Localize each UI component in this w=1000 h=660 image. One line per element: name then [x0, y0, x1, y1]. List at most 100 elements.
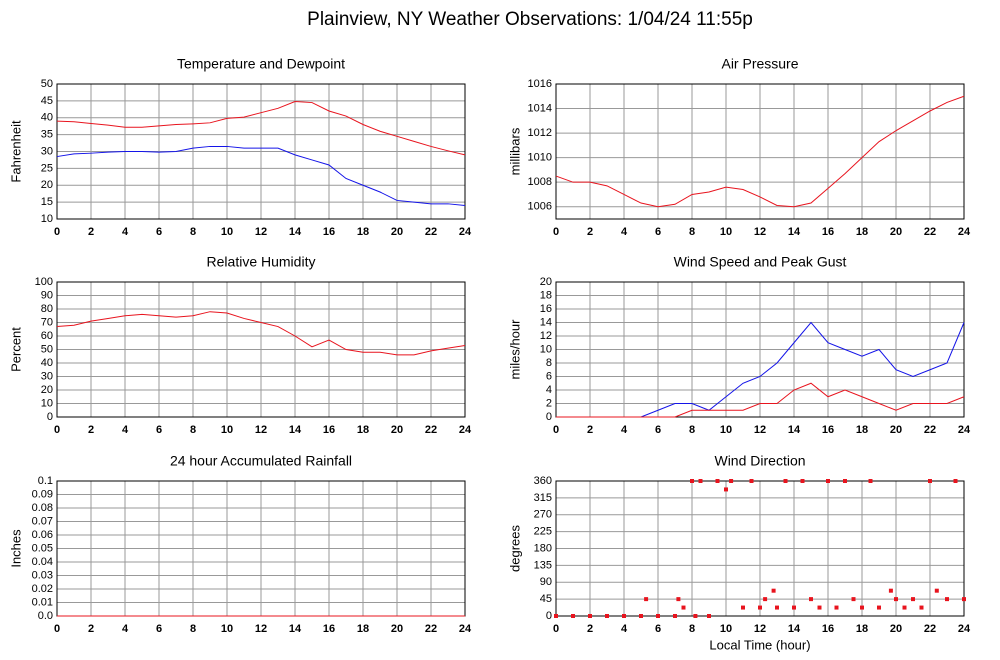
chart-title: Wind Speed and Peak Gust: [674, 254, 847, 270]
data-point: [715, 479, 720, 483]
x-tick-label: 6: [156, 424, 162, 436]
y-tick-label: 25: [41, 162, 53, 174]
data-point: [656, 614, 660, 618]
y-tick-label: 90: [540, 576, 552, 588]
data-point: [639, 614, 643, 618]
x-tick-label: 10: [221, 623, 233, 635]
x-tick-label: 16: [822, 623, 834, 635]
x-tick-label: 24: [459, 226, 472, 238]
x-tick-label: 4: [621, 623, 628, 635]
y-tick-label: 40: [41, 112, 53, 124]
x-tick-label: 0: [54, 424, 60, 436]
x-tick-label: 0: [54, 226, 60, 238]
y-tick-label: 1016: [528, 78, 552, 90]
x-tick-label: 8: [689, 226, 695, 238]
x-tick-label: 22: [924, 623, 936, 635]
y-tick-label: 15: [41, 196, 53, 208]
y-tick-label: 20: [540, 276, 552, 288]
data-point: [673, 614, 677, 618]
data-point: [783, 479, 788, 483]
chart-title: Air Pressure: [721, 56, 798, 72]
data-point: [868, 479, 873, 483]
data-point: [834, 605, 839, 610]
data-line: [56, 311, 466, 356]
y-tick-label: 0.06: [32, 529, 53, 541]
data-point: [729, 479, 734, 483]
x-tick-label: 0: [553, 226, 559, 238]
data-point: [934, 588, 939, 593]
y-tick-label: 1006: [528, 201, 552, 213]
x-tick-label: 0: [54, 623, 60, 635]
x-tick-label: 2: [587, 424, 593, 436]
y-tick-label: 1008: [528, 176, 552, 188]
x-tick-label: 20: [890, 623, 902, 635]
data-point: [693, 614, 698, 618]
x-tick-label: 14: [788, 623, 801, 635]
data-line: [555, 95, 965, 208]
x-tick-label: 24: [958, 623, 971, 635]
x-tick-label: 24: [958, 226, 971, 238]
x-tick-label: 4: [122, 424, 129, 436]
chart-title: Relative Humidity: [207, 254, 316, 270]
x-tick-label: 0: [553, 424, 559, 436]
x-tick-label: 18: [856, 226, 868, 238]
y-tick-label: 0.0: [38, 610, 53, 622]
x-tick-label: 18: [856, 424, 868, 436]
data-point: [622, 614, 626, 618]
y-axis-label: millibars: [507, 127, 522, 175]
data-point: [690, 479, 694, 483]
data-point: [860, 605, 864, 610]
y-tick-label: 0.07: [32, 515, 53, 527]
y-tick-label: 8: [546, 357, 552, 369]
data-point: [945, 597, 949, 602]
data-point: [902, 605, 907, 610]
x-tick-label: 10: [221, 424, 233, 436]
y-tick-label: 0.08: [32, 502, 53, 514]
y-tick-label: 10: [41, 397, 53, 409]
data-point: [792, 605, 796, 610]
y-tick-label: 12: [540, 330, 552, 342]
y-tick-label: 1010: [528, 152, 552, 164]
data-point: [554, 614, 558, 618]
x-tick-label: 22: [924, 424, 936, 436]
plot-frame: [555, 281, 965, 418]
data-point: [676, 597, 681, 602]
data-point: [758, 605, 762, 610]
data-line: [556, 382, 965, 418]
y-tick-label: 20: [41, 179, 53, 191]
data-point: [826, 479, 830, 483]
y-tick-label: 30: [41, 370, 53, 382]
y-tick-label: 50: [41, 78, 53, 90]
data-point: [741, 605, 745, 610]
y-tick-label: 0.01: [32, 596, 53, 608]
x-tick-label: 10: [720, 424, 732, 436]
data-point: [928, 479, 932, 483]
data-point: [809, 597, 813, 602]
y-tick-label: 135: [534, 559, 552, 571]
y-tick-label: 0.04: [32, 556, 53, 568]
y-tick-label: 30: [41, 145, 53, 157]
x-tick-label: 8: [190, 424, 196, 436]
x-tick-label: 18: [357, 226, 369, 238]
y-tick-label: 0.05: [32, 542, 53, 554]
data-point: [919, 605, 924, 610]
y-tick-label: 0.02: [32, 583, 53, 595]
y-tick-label: 60: [41, 330, 53, 342]
x-tick-label: 16: [323, 226, 335, 238]
y-tick-label: 16: [540, 303, 552, 315]
x-tick-label: 18: [357, 424, 369, 436]
page-title: Plainview, NY Weather Observations: 1/04…: [307, 9, 753, 30]
x-tick-label: 2: [88, 226, 94, 238]
y-tick-label: 225: [534, 526, 552, 538]
y-tick-label: 315: [534, 492, 552, 504]
plot-frame: [56, 281, 466, 418]
x-tick-label: 2: [88, 623, 94, 635]
x-tick-label: 14: [788, 226, 801, 238]
x-tick-label: 0: [553, 623, 559, 635]
x-tick-label: 12: [754, 424, 766, 436]
y-tick-label: 70: [41, 316, 53, 328]
x-tick-label: 4: [122, 226, 129, 238]
x-tick-label: 14: [289, 623, 302, 635]
chart-title: Temperature and Dewpoint: [177, 56, 345, 72]
x-tick-label: 16: [822, 226, 834, 238]
